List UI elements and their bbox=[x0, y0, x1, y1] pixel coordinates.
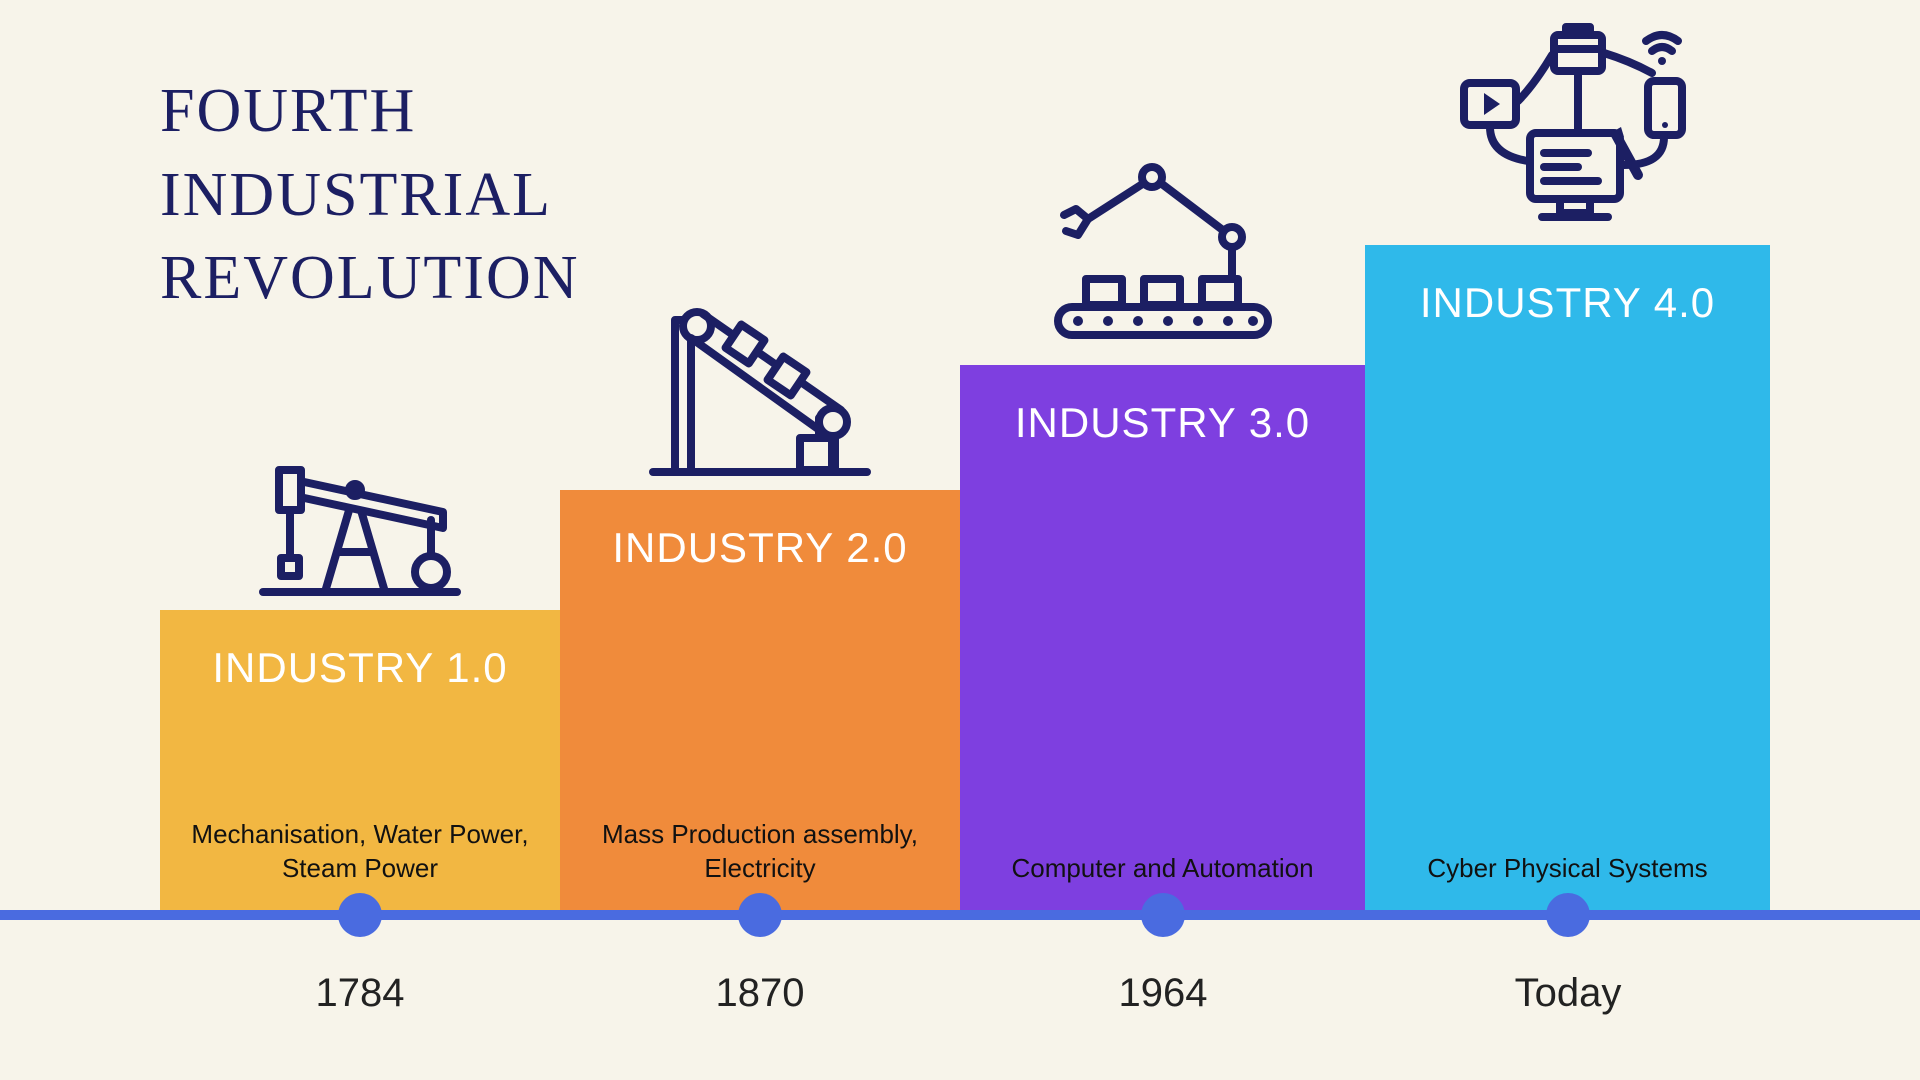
bar-3-desc: Computer and Automation bbox=[960, 852, 1365, 886]
bar-1-label: INDUSTRY 1.0 bbox=[212, 644, 507, 692]
bar-col-3: INDUSTRY 3.0 Computer and Automation bbox=[960, 145, 1365, 910]
timeline-dot-4 bbox=[1546, 893, 1590, 937]
timeline-dot-2 bbox=[738, 893, 782, 937]
robot-arm-icon bbox=[1038, 145, 1288, 355]
bar-3: INDUSTRY 3.0 bbox=[960, 365, 1365, 910]
bar-4: INDUSTRY 4.0 bbox=[1365, 245, 1770, 910]
bar-col-4: INDUSTRY 4.0 Cyber Physical Systems bbox=[1365, 15, 1770, 910]
timeline-dot-1 bbox=[338, 893, 382, 937]
bar-3-label: INDUSTRY 3.0 bbox=[1015, 399, 1310, 447]
bar-2-desc: Mass Production assembly, Electricity bbox=[560, 818, 960, 886]
bar-chart: INDUSTRY 1.0 Mechanisation, Water Power,… bbox=[160, 15, 1770, 910]
bar-1-desc: Mechanisation, Water Power, Steam Power bbox=[160, 818, 560, 886]
timeline-dot-3 bbox=[1141, 893, 1185, 937]
year-1: 1784 bbox=[316, 971, 405, 1016]
digital-devices-icon bbox=[1438, 15, 1698, 235]
timeline-axis bbox=[0, 910, 1920, 920]
bar-col-2: INDUSTRY 2.0 Mass Production assembly, E… bbox=[560, 290, 960, 910]
bar-col-1: INDUSTRY 1.0 Mechanisation, Water Power,… bbox=[160, 440, 560, 910]
pumpjack-icon bbox=[255, 440, 465, 600]
conveyor-icon bbox=[645, 290, 875, 480]
year-2: 1870 bbox=[716, 971, 805, 1016]
bar-2-label: INDUSTRY 2.0 bbox=[612, 524, 907, 572]
bar-4-label: INDUSTRY 4.0 bbox=[1420, 279, 1715, 327]
bar-4-desc: Cyber Physical Systems bbox=[1365, 852, 1770, 886]
year-4: Today bbox=[1515, 971, 1622, 1016]
year-3: 1964 bbox=[1119, 971, 1208, 1016]
